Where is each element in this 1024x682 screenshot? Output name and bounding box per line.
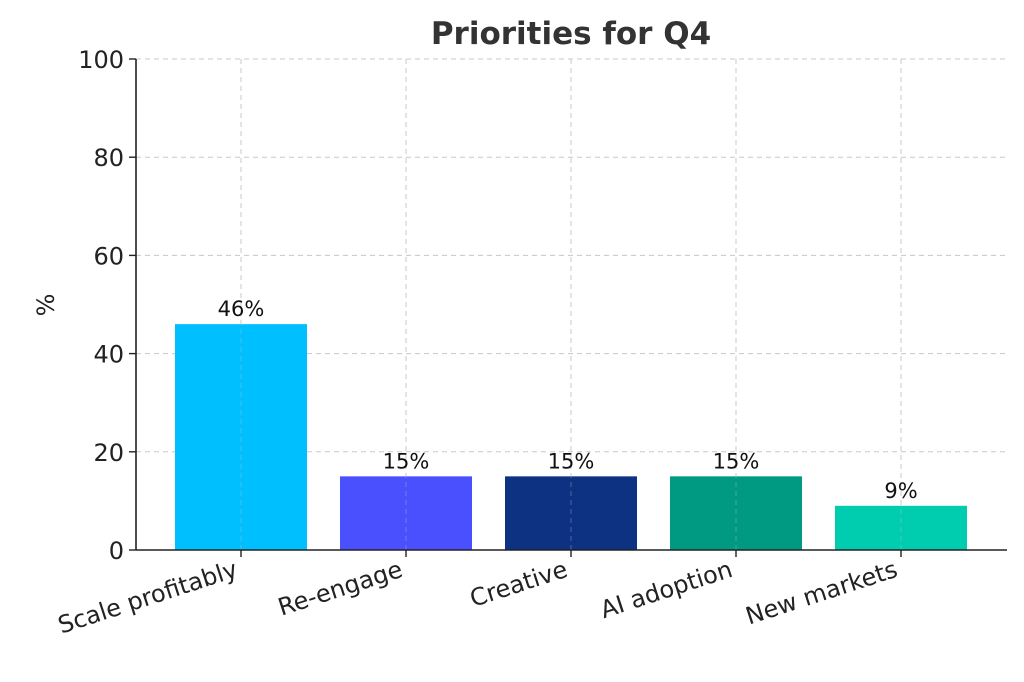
y-tick-label: 100 [78,46,124,74]
y-axis-label: % [32,294,60,317]
bar [340,476,472,550]
bar-value-label: 9% [884,479,917,503]
data-labels: 46% 15% 15% 15% 9% [218,297,918,503]
x-tick-labels: Scale profitably Re-engage Creative AI adop… [55,550,902,639]
chart-title: Priorities for Q4 [431,16,711,52]
bar [505,476,637,550]
bars [175,324,967,550]
bar-value-label: 15% [713,449,760,473]
bar-value-label: 15% [383,449,430,473]
y-tick-label: 40 [93,341,124,369]
x-tick-label: New markets [742,555,901,630]
bar [835,505,967,550]
x-tick-label: AI adoption [597,555,736,624]
y-tick-label: 60 [93,242,124,270]
x-tick-label: Scale profitably [55,555,241,639]
bar-value-label: 15% [548,449,595,473]
bar [175,324,307,550]
y-tick-label: 0 [109,537,124,565]
y-tick-label: 20 [93,439,124,467]
bar-value-label: 46% [218,297,265,321]
gridlines-overlay [240,59,902,550]
y-tick-label: 80 [93,144,124,172]
y-tick-labels: 0 20 40 60 80 100 [78,46,136,565]
x-tick-label: Re-engage [275,555,406,621]
x-tick-label: Creative [467,555,571,613]
bar [670,476,802,550]
